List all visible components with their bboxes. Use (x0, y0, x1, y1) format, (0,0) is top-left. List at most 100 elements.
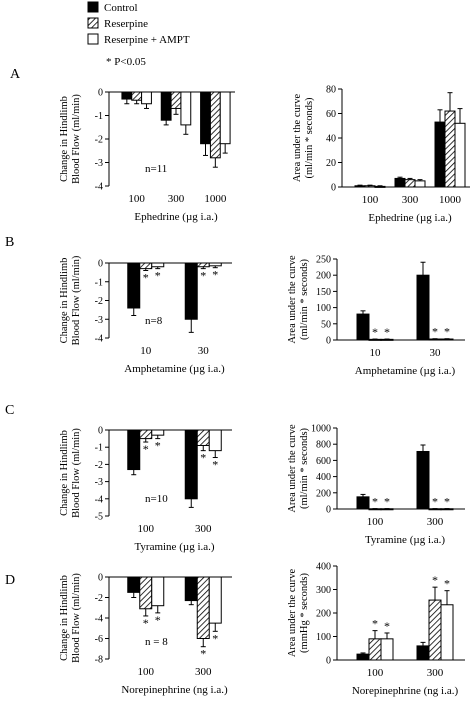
significance-star: * (143, 271, 149, 285)
bar (151, 576, 165, 607)
bar (209, 91, 221, 159)
y-tick-label: -4 (95, 182, 103, 193)
x-tick-label: 300 (195, 666, 212, 678)
significance-star: * (432, 495, 438, 509)
n-label: n=10 (145, 493, 168, 505)
y-axis-label: Blood Flow (ml/min) (71, 428, 82, 518)
bar (454, 122, 466, 188)
x-tick-label: 1000 (439, 194, 462, 206)
bar (428, 599, 442, 661)
chart-panel-b-left: 0 -1 -2 -3 -4 * * 10 * * 30 Amphetamine (µg i.a.) Ch… (59, 255, 232, 375)
x-tick-label: 100 (138, 666, 155, 678)
bar (364, 185, 376, 188)
significance-star: * (444, 495, 450, 509)
bar (368, 638, 382, 661)
bar (416, 450, 430, 510)
bar (127, 576, 141, 593)
y-tick-label: -3 (95, 315, 103, 326)
bar (208, 429, 222, 452)
significance-star: * (444, 577, 450, 591)
y-tick-label: 200 (316, 271, 331, 282)
y-tick-label: 0 (331, 183, 336, 194)
n-label: n=11 (145, 163, 167, 175)
significance-star: * (212, 631, 218, 645)
bar (151, 262, 165, 268)
y-tick-label: -4 (95, 614, 103, 625)
n-label: n=8 (145, 315, 163, 327)
bar (141, 91, 152, 105)
bar (139, 576, 153, 610)
bar (354, 185, 366, 188)
y-axis-label: (ml/min * seconds) (299, 258, 310, 340)
significance-star: * (212, 458, 218, 472)
significance-star: * (155, 439, 161, 453)
bar (170, 91, 182, 109)
y-tick-label: 150 (316, 287, 331, 298)
y-tick-label: 400 (316, 562, 331, 573)
bar (356, 313, 370, 341)
n-label: n = 8 (145, 636, 168, 648)
y-tick-label: 20 (326, 158, 336, 169)
y-tick-label: -2 (95, 593, 103, 604)
bar (127, 429, 141, 471)
y-tick-label: 0 (98, 426, 103, 437)
y-tick-label: 1000 (311, 424, 331, 435)
y-axis-label: Change in Hindlimb (59, 430, 70, 516)
y-tick-label: 0 (326, 656, 331, 667)
bar (404, 179, 416, 188)
bar (356, 653, 370, 661)
y-tick-label: 200 (316, 488, 331, 499)
x-tick-label: 100 (362, 194, 379, 206)
bar (356, 496, 370, 510)
significance-star: * (143, 616, 149, 630)
bar (127, 262, 141, 309)
bar (139, 262, 153, 270)
panel-label-b: B (5, 235, 14, 250)
y-tick-label: 50 (321, 319, 331, 330)
chart-panel-d-right: 0 100 200 300 400 * * 100 * * 300 Norepinephrine (n… (287, 562, 465, 697)
y-tick-label: -8 (95, 655, 103, 666)
x-axis-label: Amphetamine (µg i.a.) (355, 365, 456, 377)
bar (208, 576, 222, 624)
y-axis-label: Blood Flow (ml/min) (71, 573, 82, 663)
bar (160, 91, 172, 121)
x-tick-label: 10 (370, 347, 382, 359)
y-axis-label: Change in Hindlimb (59, 575, 70, 661)
y-axis-label: Blood Flow (ml/min) (71, 255, 82, 345)
bar (121, 91, 133, 100)
panel-label-a: A (10, 67, 21, 82)
y-axis-label: Change in Hindlimb (59, 96, 70, 182)
bar (139, 429, 153, 440)
y-tick-label: 400 (316, 472, 331, 483)
y-tick-label: 250 (316, 255, 331, 266)
panel-labels: A B C D (5, 67, 21, 588)
y-axis-label: (ml/min * seconds) (299, 427, 310, 509)
y-axis-label: Area under the curve (292, 93, 303, 182)
x-tick-label: 100 (128, 193, 145, 205)
x-axis-label: Amphetamine (µg i.a.) (124, 363, 225, 375)
y-tick-label: 0 (98, 88, 103, 99)
bar (416, 645, 430, 661)
significance-star: * (200, 451, 206, 465)
significance-star: * (432, 573, 438, 587)
y-tick-label: 300 (316, 585, 331, 596)
y-axis-label: Area under the curve (287, 255, 298, 344)
significance-star: * (432, 325, 438, 339)
bar (394, 177, 406, 188)
bar (196, 576, 210, 639)
x-axis-label: Ephedrine (µg i.a.) (134, 211, 218, 223)
significance-star: * (372, 495, 378, 509)
y-tick-label: 0 (326, 336, 331, 347)
significance-star: * (200, 647, 206, 661)
bar (208, 262, 222, 267)
y-tick-label: -2 (95, 460, 103, 471)
bar (219, 91, 231, 145)
significance-star: * (384, 325, 390, 339)
significance-star: * (200, 269, 206, 283)
bar (414, 180, 426, 188)
y-axis-label: Change in Hindlimb (59, 258, 70, 344)
x-axis-label: Tyramine (µg i.a.) (134, 541, 214, 553)
